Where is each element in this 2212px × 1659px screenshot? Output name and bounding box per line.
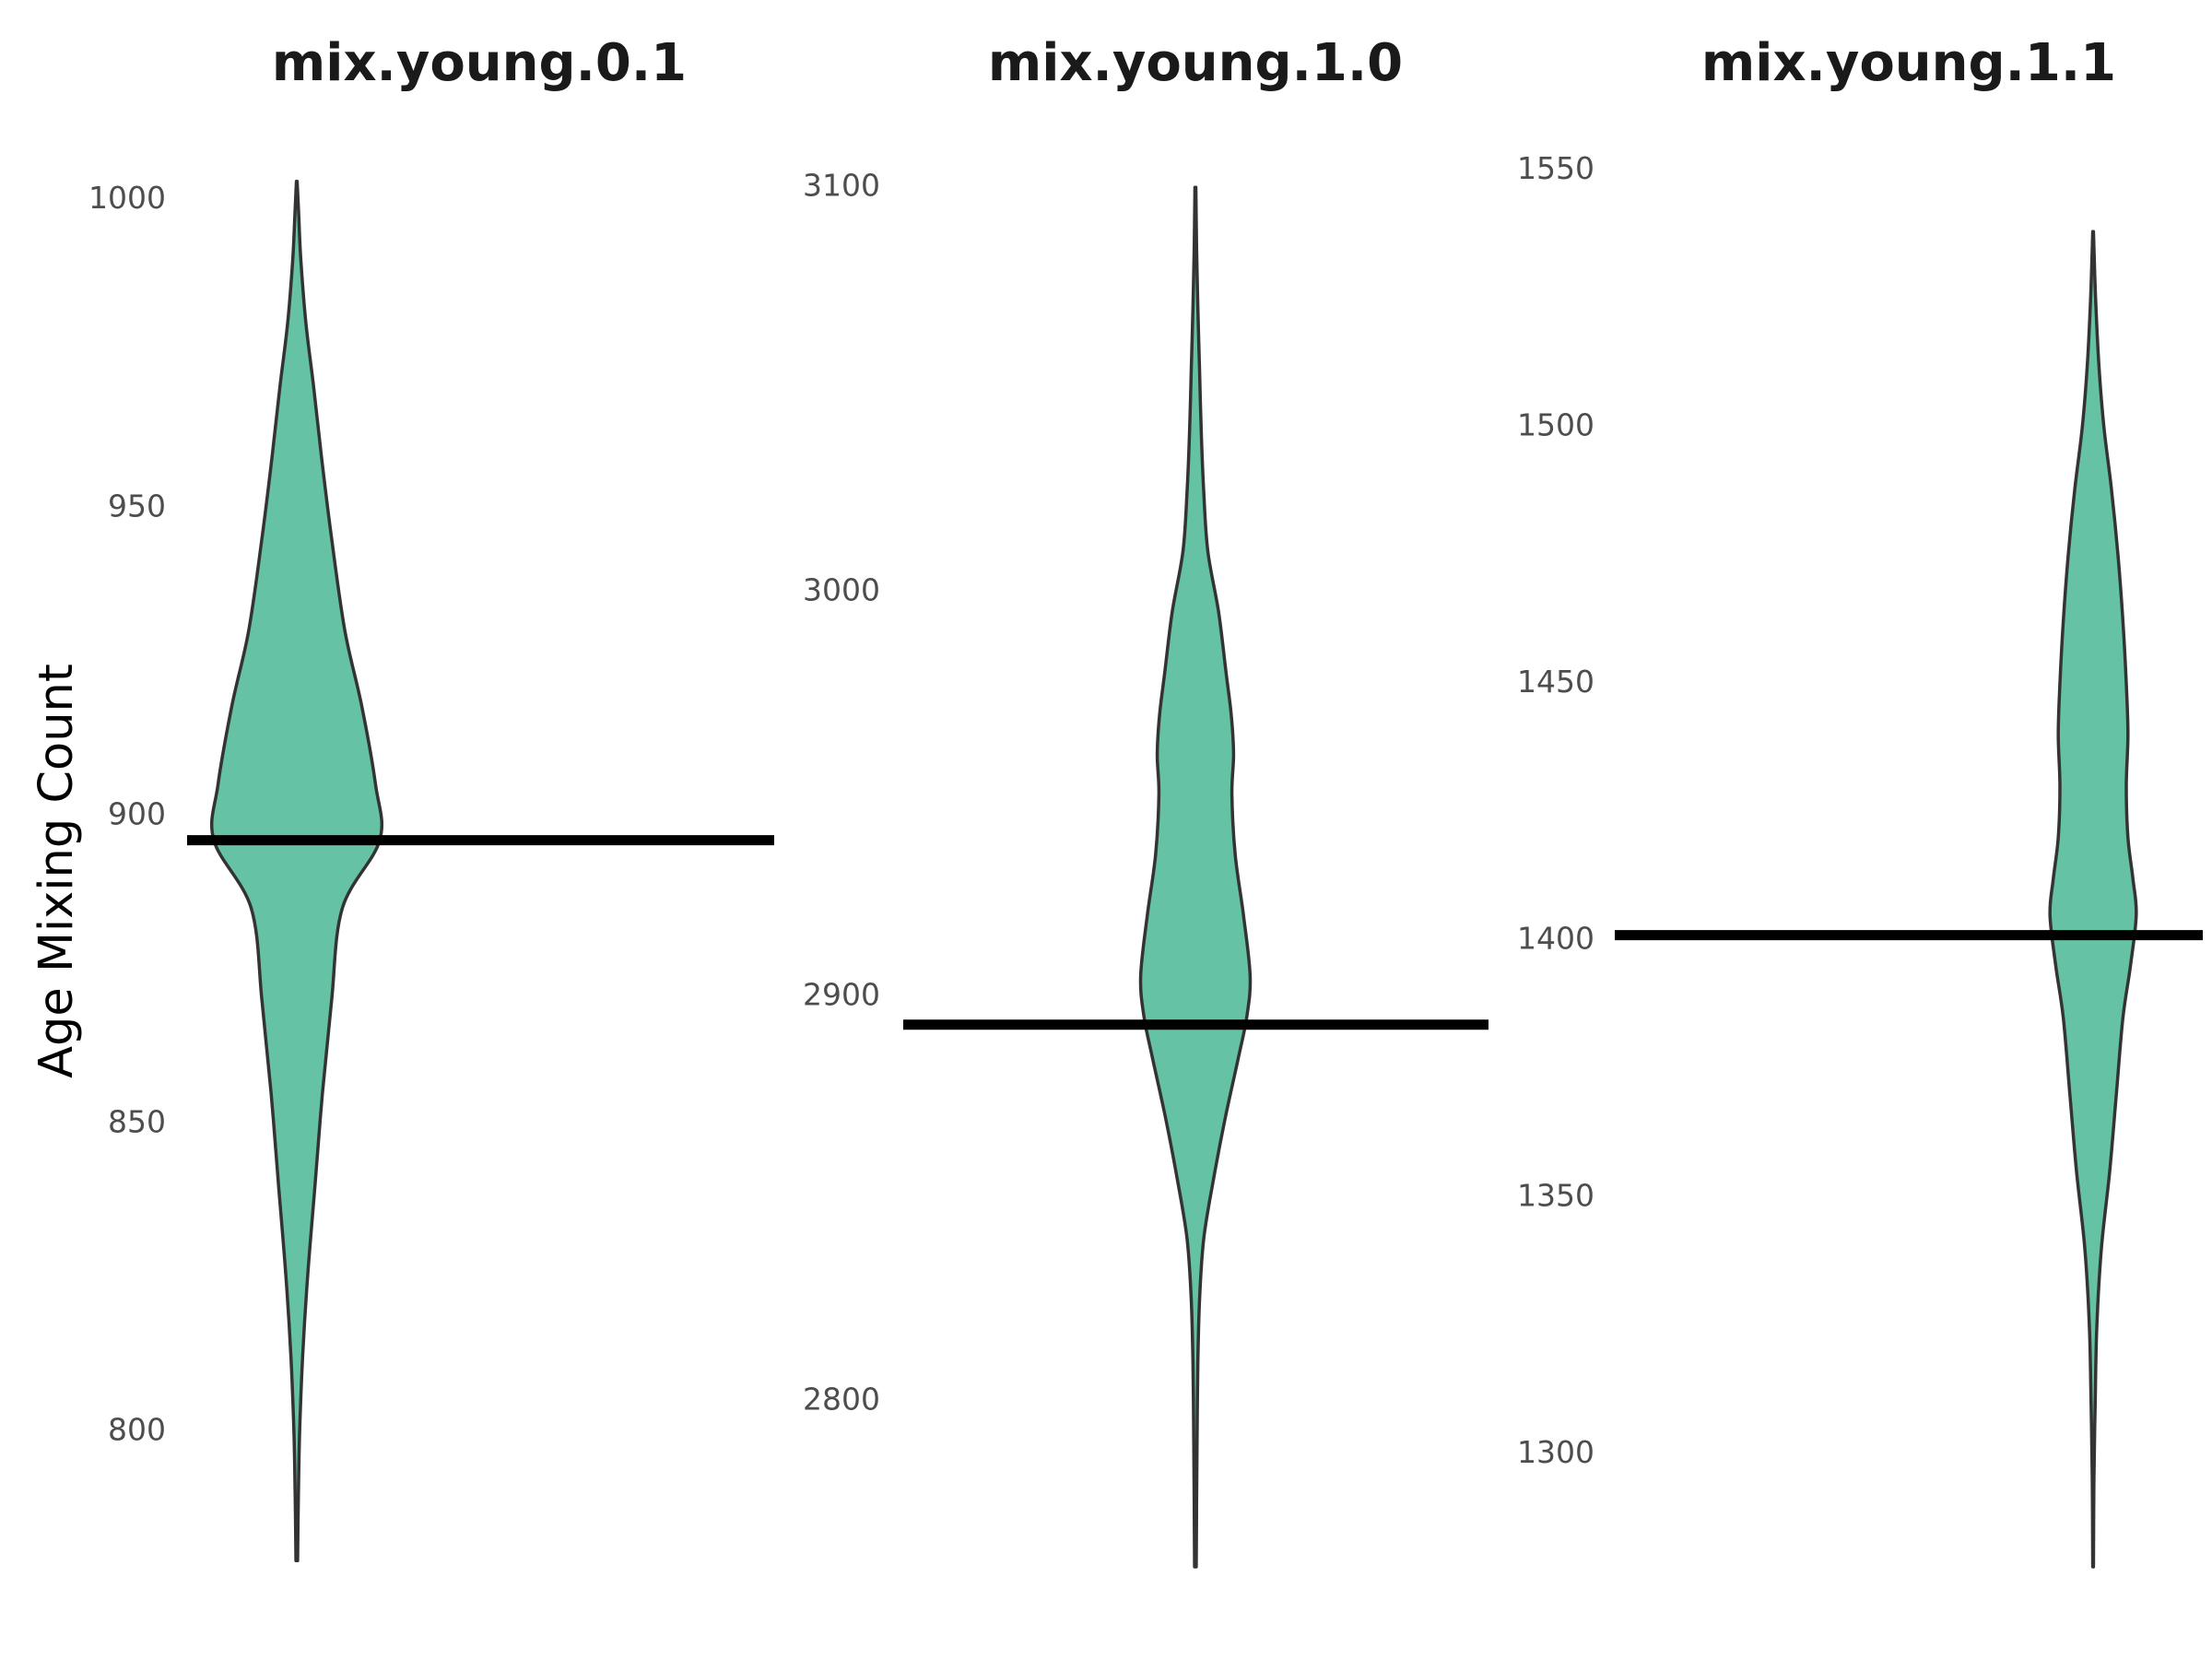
y-tick-label: 900	[108, 795, 166, 831]
violin-shape	[209, 179, 384, 1563]
y-tick-label: 1400	[1517, 921, 1594, 957]
panel-1: mix.young.0.1 800 850 900 950 1000	[88, 33, 774, 1563]
y-tick-label: 950	[108, 488, 166, 524]
panel-title: mix.young.1.1	[1701, 33, 2116, 93]
y-tick-label: 1500	[1517, 407, 1594, 443]
y-tick-label: 1450	[1517, 664, 1594, 700]
y-tick-label: 850	[108, 1103, 166, 1139]
panel-title: mix.young.1.0	[988, 33, 1403, 93]
y-tick-label: 1550	[1517, 150, 1594, 186]
panel-3: mix.young.1.1 1300 1350 1400 1450 1500 1550	[1517, 33, 2203, 1569]
panel-2: mix.young.1.0 2800 2900 3000 3100	[803, 33, 1488, 1569]
y-tick-label: 1000	[88, 180, 166, 216]
y-tick-label: 3000	[803, 572, 880, 608]
violin-shape	[1138, 185, 1253, 1569]
y-axis-title: Age Mixing Count	[29, 664, 84, 1078]
y-tick-label: 1300	[1517, 1434, 1594, 1470]
y-tick-label: 2900	[803, 977, 880, 1013]
y-tick-label: 3100	[803, 168, 880, 204]
y-tick-label: 2800	[803, 1382, 880, 1418]
y-tick-label: 1350	[1517, 1177, 1594, 1213]
violin-shape	[2048, 229, 2138, 1569]
panel-title: mix.young.0.1	[272, 33, 687, 93]
y-tick-label: 800	[108, 1412, 166, 1448]
